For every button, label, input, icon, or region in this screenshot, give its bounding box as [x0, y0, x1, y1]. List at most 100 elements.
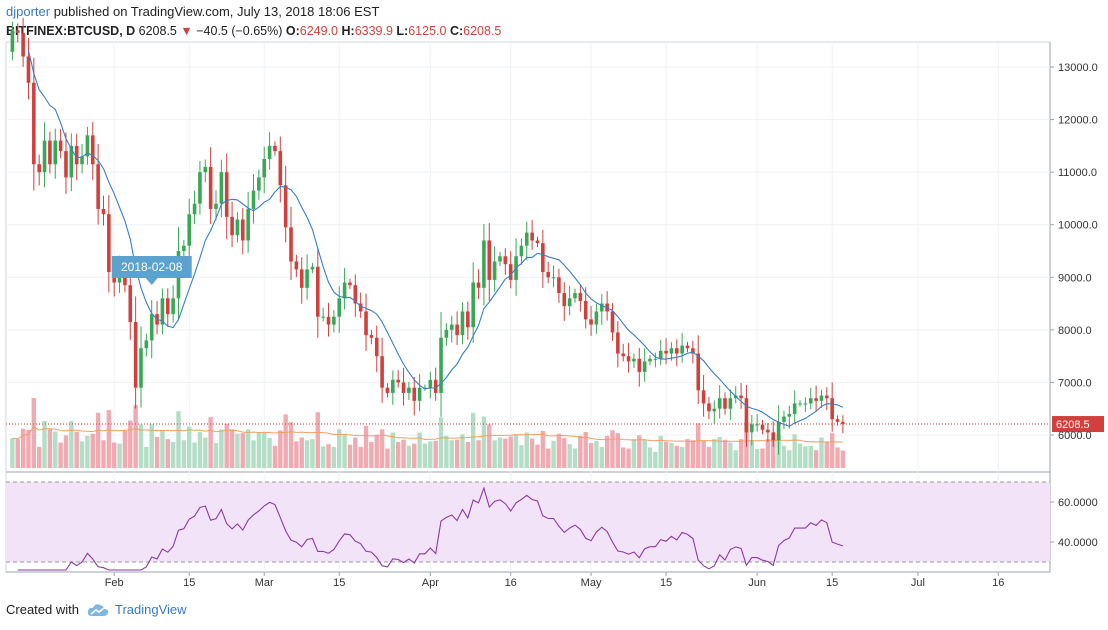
volume-bar — [310, 439, 315, 468]
candle-body — [171, 298, 175, 315]
last-price-badge — [1052, 416, 1104, 433]
candle-body — [508, 264, 513, 280]
volume-bar — [294, 441, 299, 468]
candle-body — [808, 398, 813, 404]
candle-body — [482, 240, 486, 288]
volume-bar — [170, 441, 176, 468]
y-tick-label: 10000.0 — [1058, 220, 1098, 232]
candle-body — [610, 311, 615, 333]
candle-body — [707, 403, 711, 412]
volume-bar — [160, 429, 165, 468]
volume-bar — [213, 443, 219, 468]
volume-bar — [444, 435, 449, 468]
volume-bar — [454, 439, 460, 468]
volume-bar — [117, 443, 122, 468]
volume-bar — [342, 433, 347, 468]
volume-bar — [101, 440, 106, 468]
rsi-band — [6, 482, 1050, 562]
volume-bar — [10, 438, 15, 468]
candle-body — [160, 298, 165, 325]
candle-body — [696, 353, 701, 391]
rsi-line — [17, 486, 844, 571]
candle-body — [305, 269, 309, 288]
volume-bar — [197, 432, 203, 468]
x-tick-label: Jul — [911, 577, 925, 589]
candle-body — [819, 395, 824, 401]
volume-bar — [374, 434, 379, 468]
candle-body — [219, 172, 224, 204]
candle-body — [471, 282, 475, 328]
candle-body — [562, 293, 567, 307]
volume-bar — [546, 448, 551, 468]
author-link[interactable]: djporter — [6, 4, 51, 19]
candle-body — [664, 350, 668, 354]
close-value: 6208.5 — [463, 24, 502, 38]
moving-average-line — [27, 50, 844, 427]
candle-body — [439, 337, 443, 393]
volume-bars — [10, 398, 846, 468]
candle-body — [685, 345, 690, 349]
last-price-label: 6208.5 — [1056, 419, 1090, 431]
volume-bar — [701, 440, 706, 468]
volume-bar — [320, 446, 326, 468]
volume-bar — [465, 441, 471, 468]
open-value: 6249.0 — [299, 24, 339, 38]
volume-bar — [540, 430, 546, 468]
volume-bar — [631, 439, 637, 468]
candle-body — [149, 314, 154, 341]
volume-bar — [128, 420, 133, 468]
tradingview-brand-link[interactable]: TradingView — [114, 602, 187, 617]
volume-bar — [470, 412, 476, 468]
volume-bar — [144, 446, 149, 468]
volume-bar — [696, 423, 701, 468]
volume-bar — [733, 450, 738, 468]
volume-bar — [395, 441, 401, 468]
candle-body — [289, 227, 293, 262]
volume-bar — [187, 426, 192, 468]
volume-bar — [556, 433, 562, 468]
volume-bar — [331, 446, 337, 468]
volume-bar — [562, 438, 567, 468]
volume-bar — [663, 441, 669, 468]
candle-body — [326, 316, 331, 325]
candle-body — [96, 164, 100, 209]
change-value: −40.5 (−0.65%) — [196, 24, 283, 38]
volume-bar — [813, 450, 819, 468]
candle-body — [492, 261, 497, 280]
volume-bar — [765, 439, 771, 468]
candle-body — [26, 56, 31, 83]
volume-bar — [653, 451, 658, 468]
candle-body — [680, 345, 684, 354]
candle-body — [519, 245, 524, 257]
volume-bar — [69, 421, 74, 468]
volume-bar — [621, 447, 626, 468]
volume-bar — [647, 447, 653, 468]
volume-bar — [74, 432, 79, 468]
volume-bar — [240, 433, 245, 468]
x-tick-label: 16 — [992, 577, 1004, 589]
candle-body — [594, 311, 599, 325]
volume-bar — [492, 440, 497, 468]
volume-bar — [428, 441, 433, 468]
volume-bar — [829, 433, 835, 468]
candle-body — [541, 243, 545, 273]
volume-bar — [176, 411, 181, 468]
volume-bar — [304, 440, 310, 468]
volume-ma-line — [12, 426, 843, 443]
candle-body — [744, 398, 749, 433]
volume-bar — [803, 446, 808, 468]
candle-body — [551, 277, 556, 279]
publish-line: djporter published on TradingView.com, J… — [6, 2, 501, 22]
candle-body — [782, 416, 786, 422]
volume-bar — [594, 440, 599, 468]
candle-body — [230, 216, 234, 236]
volume-bar — [615, 433, 621, 468]
x-tick-label: Jun — [748, 577, 766, 589]
open-label: O: — [285, 24, 300, 38]
candle-body — [262, 159, 267, 178]
candle-body — [466, 311, 470, 328]
candle-body — [74, 145, 79, 165]
volume-bar — [79, 441, 85, 468]
volume-bar — [637, 435, 642, 468]
